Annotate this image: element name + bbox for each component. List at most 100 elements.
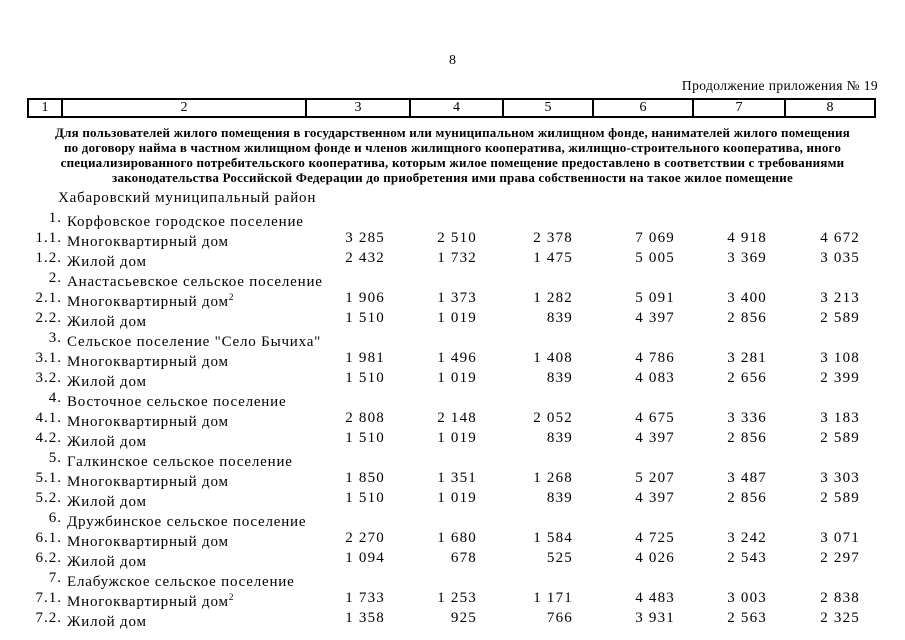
row-value: 839 [546,490,573,506]
column-number-header-table: 1 2 3 4 5 6 7 8 [27,98,876,118]
row-value: 2 399 [820,370,860,386]
row-value: 4 397 [635,490,675,506]
row-value: 1 733 [345,590,385,606]
row-label: Восточное сельское поселение [67,394,287,410]
table-row: 6.2. Жилой дом 1 094 678 525 4 026 2 543… [28,548,875,570]
row-value: 3 242 [727,530,767,546]
header-cell-3: 3 [305,98,411,118]
row-value: 678 [450,550,477,566]
row-value: 1 680 [437,530,477,546]
row-value: 1 019 [437,370,477,386]
table-row-section: 7. Елабужское сельское поселение [28,568,875,590]
row-value: 839 [546,430,573,446]
row-label: Жилой дом [67,314,147,330]
header-cell-8: 8 [784,98,876,118]
row-value: 4 397 [635,310,675,326]
row-value: 3 931 [635,610,675,626]
row-value: 4 397 [635,430,675,446]
district-title: Хабаровский муниципальный район [58,190,317,206]
table-row: 5.1. Многоквартирный дом 1 850 1 351 1 2… [28,468,875,490]
row-number: 6.2. [35,550,62,566]
table-row-section: 3. Сельское поселение "Село Бычиха" [28,328,875,350]
row-value: 2 297 [820,550,860,566]
row-value: 2 856 [727,490,767,506]
row-value: 766 [546,610,573,626]
table-row: 7.2. Жилой дом 1 358 925 766 3 931 2 563… [28,608,875,630]
table-row: 3.2. Жилой дом 1 510 1 019 839 4 083 2 6… [28,368,875,390]
row-number: 6.1. [35,530,62,546]
row-number: 4. [48,390,62,406]
data-rows: Хабаровский муниципальный район 1. Корфо… [28,188,875,630]
row-number: 1.1. [35,230,62,246]
row-number: 7. [48,570,62,586]
row-value: 1 475 [533,250,573,266]
page-number: 8 [449,53,456,68]
header-cell-6: 6 [592,98,694,118]
row-value: 1 019 [437,310,477,326]
row-value: 1 510 [345,310,385,326]
table-row-section: 1. Корфовское городское поселение [28,208,875,230]
row-value: 2 543 [727,550,767,566]
row-value: 5 207 [635,470,675,486]
row-number: 2.1. [35,290,62,306]
row-value: 1 373 [437,290,477,306]
row-value: 2 856 [727,310,767,326]
row-value: 2 432 [345,250,385,266]
row-value: 4 725 [635,530,675,546]
row-label: Многоквартирный дом [67,234,229,250]
row-number: 2. [48,270,62,286]
row-value: 2 148 [437,410,477,426]
row-value: 1 358 [345,610,385,626]
row-label: Елабужское сельское поселение [67,574,295,590]
row-label: Многоквартирный дом [67,534,229,550]
row-number: 7.2. [35,610,62,626]
header-cell-4: 4 [409,98,504,118]
row-number: 4.1. [35,410,62,426]
row-label: Многоквартирный дом [67,354,229,370]
row-label: Дружбинское сельское поселение [67,514,307,530]
row-number: 2.2. [35,310,62,326]
row-value: 839 [546,370,573,386]
paragraph-line: Для пользователей жилого помещения в гос… [55,125,850,140]
row-value: 7 069 [635,230,675,246]
row-number: 3.2. [35,370,62,386]
row-value: 3 108 [820,350,860,366]
row-value: 2 589 [820,430,860,446]
row-value: 1 408 [533,350,573,366]
table-row: 7.1. Многоквартирный дом2 1 733 1 253 1 … [28,588,875,610]
row-label: Жилой дом [67,494,147,510]
row-value: 1 906 [345,290,385,306]
row-value: 2 656 [727,370,767,386]
table-row-section: 4. Восточное сельское поселение [28,388,875,410]
row-value: 3 035 [820,250,860,266]
row-value: 3 303 [820,470,860,486]
category-description-paragraph: Для пользователей жилого помещения в гос… [0,125,905,186]
row-number: 5.1. [35,470,62,486]
row-value: 1 253 [437,590,477,606]
header-cell-7: 7 [692,98,786,118]
row-value: 1 584 [533,530,573,546]
row-value: 2 563 [727,610,767,626]
row-number: 4.2. [35,430,62,446]
row-value: 1 850 [345,470,385,486]
row-value: 3 336 [727,410,767,426]
row-value: 2 378 [533,230,573,246]
header-row: 1 2 3 4 5 6 7 8 [27,98,876,118]
table-row: 5.2. Жилой дом 1 510 1 019 839 4 397 2 8… [28,488,875,510]
row-value: 3 071 [820,530,860,546]
row-value: 4 672 [820,230,860,246]
row-value: 1 268 [533,470,573,486]
row-value: 3 281 [727,350,767,366]
row-value: 2 052 [533,410,573,426]
row-value: 4 483 [635,590,675,606]
row-value: 3 285 [345,230,385,246]
row-value: 2 510 [437,230,477,246]
footnote-marker: 2 [228,293,234,303]
row-label: Жилой дом [67,614,147,630]
table-row: 4.1. Многоквартирный дом 2 808 2 148 2 0… [28,408,875,430]
row-number: 1.2. [35,250,62,266]
row-number: 3.1. [35,350,62,366]
row-number: 6. [48,510,62,526]
row-number: 5.2. [35,490,62,506]
row-value: 3 183 [820,410,860,426]
